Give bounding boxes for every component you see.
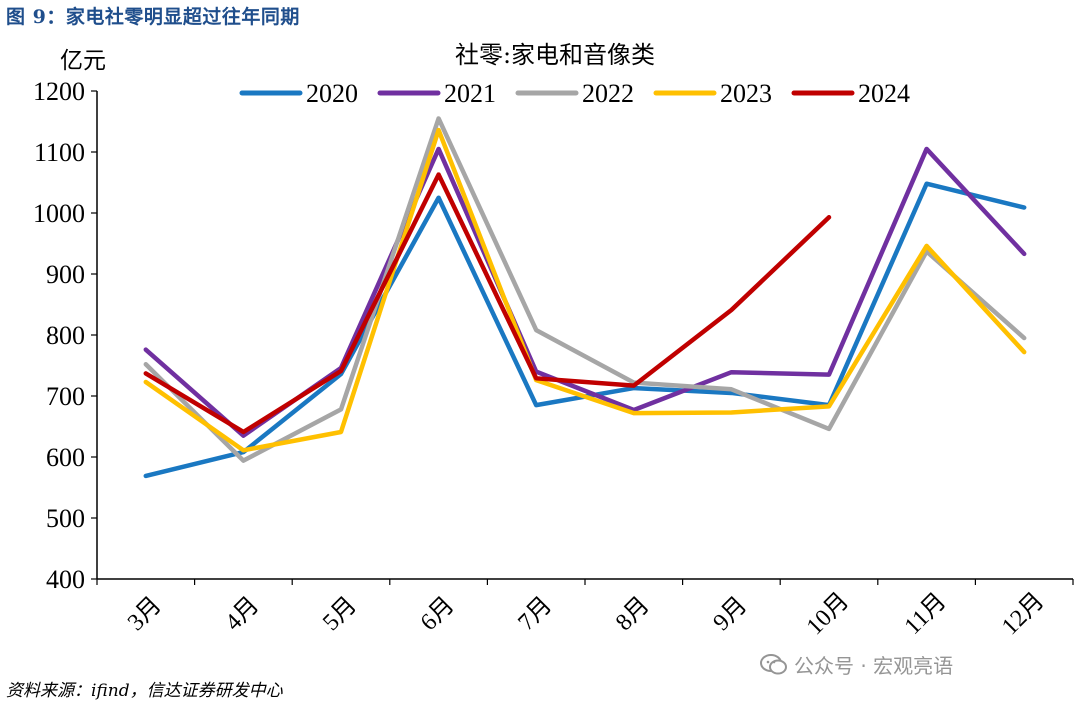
- x-tick-label: 11月: [900, 588, 952, 640]
- y-tick-label: 400: [46, 565, 85, 594]
- y-tick-label: 500: [46, 504, 85, 533]
- series-lines: [143, 116, 1027, 479]
- axes: 400 500 600 700 800 900 1000 1100 1200 3月 4月 5月 6月 7月…: [33, 77, 1074, 640]
- y-tick-label: 800: [46, 321, 85, 350]
- y-tick-label: 600: [46, 443, 85, 472]
- x-tick-label: 8月: [611, 592, 655, 636]
- x-tick-label: 7月: [513, 592, 557, 636]
- y-tick-label: 900: [46, 260, 85, 289]
- series-line-2024: [143, 172, 832, 435]
- legend-label-2023: 2023: [720, 79, 772, 108]
- x-tick-label: 4月: [221, 592, 265, 636]
- source-note: 资料来源：ifind，信达证券研发中心: [6, 681, 283, 701]
- watermark-text: 公众号 · 宏观亮语: [794, 654, 954, 678]
- series-line-2023: [143, 127, 1027, 453]
- y-tick-label: 1200: [33, 77, 85, 106]
- x-tick-label: 9月: [709, 592, 753, 636]
- y-tick-label: 700: [46, 382, 85, 411]
- legend-label-2022: 2022: [582, 79, 634, 108]
- legend: 2020 2021 2022 2023 2024: [239, 79, 910, 108]
- x-tick-label: 12月: [997, 588, 1049, 640]
- watermark: 公众号 · 宏观亮语: [760, 650, 953, 679]
- x-tick-label: 3月: [123, 592, 167, 636]
- y-axis-label: 亿元: [60, 48, 106, 74]
- legend-label-2021: 2021: [444, 79, 496, 108]
- legend-label-2020: 2020: [306, 79, 358, 108]
- wechat-icon: [760, 653, 787, 674]
- y-tick-label: 1100: [34, 138, 85, 167]
- series-line-2021: [143, 146, 1027, 438]
- series-line-2022: [143, 116, 1027, 463]
- x-tick-label: 10月: [802, 588, 854, 640]
- legend-label-2024: 2024: [858, 79, 910, 108]
- chart-title: 社零:家电和音像类: [455, 41, 655, 69]
- figure-title: 图 9：家电社零明显超过往年同期: [6, 6, 300, 28]
- x-tick-label: 5月: [318, 592, 362, 636]
- x-tick-label: 6月: [416, 592, 460, 636]
- y-tick-label: 1000: [33, 199, 85, 228]
